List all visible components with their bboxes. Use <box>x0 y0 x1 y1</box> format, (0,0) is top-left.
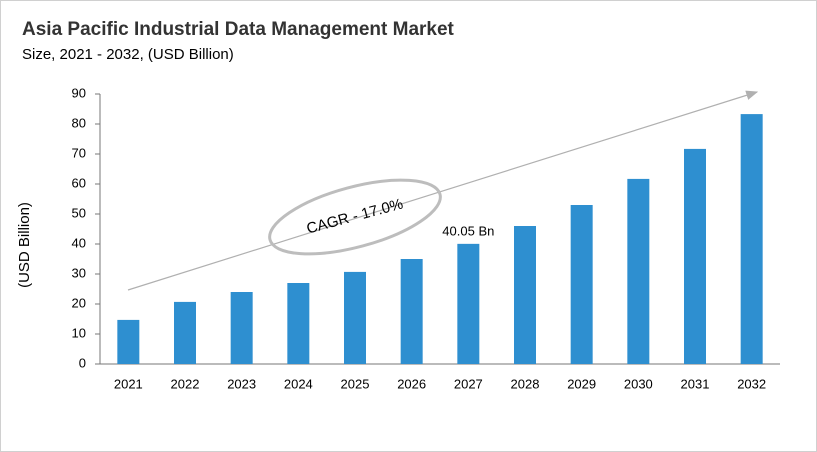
y-tick-label: 20 <box>72 295 86 310</box>
y-tick-label: 40 <box>72 235 86 250</box>
bar <box>684 148 706 364</box>
bar <box>287 283 310 364</box>
x-tick-label: 2024 <box>284 376 313 391</box>
bar <box>627 178 650 364</box>
bar <box>740 114 763 364</box>
y-tick-label: 10 <box>72 325 86 340</box>
y-tick-label: 70 <box>72 145 86 160</box>
y-tick-label: 60 <box>72 175 86 190</box>
x-tick-label: 2030 <box>624 376 653 391</box>
cagr-ellipse <box>268 178 442 256</box>
bar <box>230 292 253 364</box>
bar <box>117 319 140 364</box>
bar <box>400 259 423 364</box>
chart-title: Asia Pacific Industrial Data Management … <box>22 19 455 40</box>
bar <box>570 205 593 364</box>
value-label: 40.05 Bn <box>442 223 494 238</box>
y-tick-label: 0 <box>79 355 86 370</box>
x-tick-label: 2028 <box>511 376 540 391</box>
y-axis-label: (USD Billion) <box>16 202 33 288</box>
y-tick-label: 90 <box>72 85 86 100</box>
trend-arrow <box>127 90 759 291</box>
x-tick-label: 2032 <box>737 376 766 391</box>
y-tick-label: 80 <box>72 115 86 130</box>
x-tick-label: 2025 <box>341 376 370 391</box>
y-tick-label: 50 <box>72 205 86 220</box>
x-tick-label: 2027 <box>454 376 483 391</box>
y-tick-label: 30 <box>72 265 86 280</box>
bar <box>514 226 536 364</box>
x-tick-label: 2023 <box>227 376 256 391</box>
x-tick-label: 2029 <box>567 376 596 391</box>
bar <box>174 301 196 364</box>
bar <box>344 271 366 364</box>
x-tick-label: 2021 <box>114 376 143 391</box>
x-tick-label: 2026 <box>397 376 426 391</box>
chart-subtitle: Size, 2021 - 2032, (USD Billion) <box>22 46 234 63</box>
bar <box>457 243 480 364</box>
x-tick-label: 2031 <box>681 376 710 391</box>
x-tick-label: 2022 <box>171 376 200 391</box>
